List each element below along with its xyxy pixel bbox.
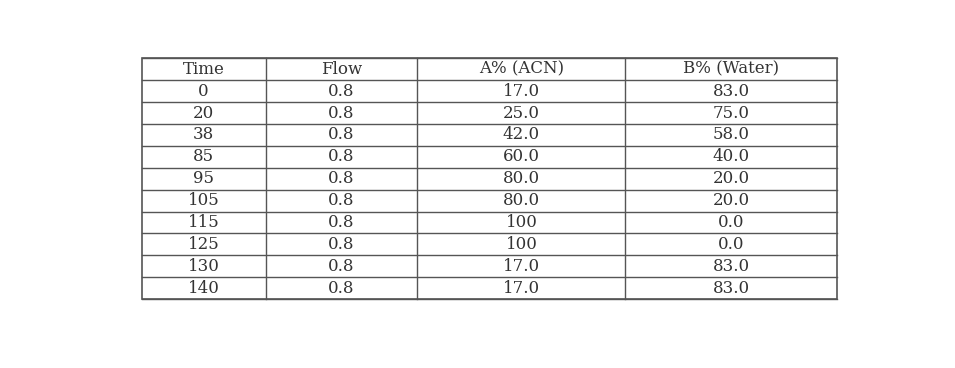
Text: 0.0: 0.0: [718, 236, 745, 253]
Text: 0.8: 0.8: [329, 236, 354, 253]
Text: 0.8: 0.8: [329, 192, 354, 209]
Text: 17.0: 17.0: [503, 258, 540, 275]
Text: B% (Water): B% (Water): [683, 61, 779, 78]
Text: 0.8: 0.8: [329, 258, 354, 275]
Text: 60.0: 60.0: [503, 148, 540, 165]
Text: 40.0: 40.0: [712, 148, 750, 165]
Text: Time: Time: [182, 61, 224, 78]
Text: 0.8: 0.8: [329, 170, 354, 187]
Text: 95: 95: [193, 170, 214, 187]
Text: 0.0: 0.0: [718, 214, 745, 231]
Text: A% (ACN): A% (ACN): [478, 61, 564, 78]
Text: 100: 100: [505, 236, 538, 253]
Text: 0.8: 0.8: [329, 127, 354, 144]
Text: 85: 85: [193, 148, 214, 165]
Bar: [141, 59, 838, 299]
Text: 0.8: 0.8: [329, 83, 354, 100]
Text: 0: 0: [199, 83, 209, 100]
Text: 140: 140: [187, 280, 220, 297]
Text: 58.0: 58.0: [712, 127, 750, 144]
Text: 0.8: 0.8: [329, 105, 354, 121]
Text: Flow: Flow: [321, 61, 362, 78]
Text: 17.0: 17.0: [503, 83, 540, 100]
Text: 20.0: 20.0: [712, 170, 750, 187]
Text: 83.0: 83.0: [712, 83, 750, 100]
Text: 80.0: 80.0: [503, 170, 540, 187]
Text: 105: 105: [188, 192, 220, 209]
Text: 100: 100: [505, 214, 538, 231]
Text: 17.0: 17.0: [503, 280, 540, 297]
Text: 80.0: 80.0: [503, 192, 540, 209]
Text: 130: 130: [187, 258, 220, 275]
Text: 42.0: 42.0: [503, 127, 540, 144]
Text: 20.0: 20.0: [712, 192, 750, 209]
Text: 38: 38: [193, 127, 214, 144]
Text: 115: 115: [188, 214, 220, 231]
Text: 0.8: 0.8: [329, 214, 354, 231]
Text: 83.0: 83.0: [712, 280, 750, 297]
Text: 125: 125: [188, 236, 220, 253]
Text: 75.0: 75.0: [712, 105, 750, 121]
Text: 0.8: 0.8: [329, 148, 354, 165]
Text: 83.0: 83.0: [712, 258, 750, 275]
Text: 20: 20: [193, 105, 214, 121]
Text: 0.8: 0.8: [329, 280, 354, 297]
Text: 25.0: 25.0: [503, 105, 540, 121]
